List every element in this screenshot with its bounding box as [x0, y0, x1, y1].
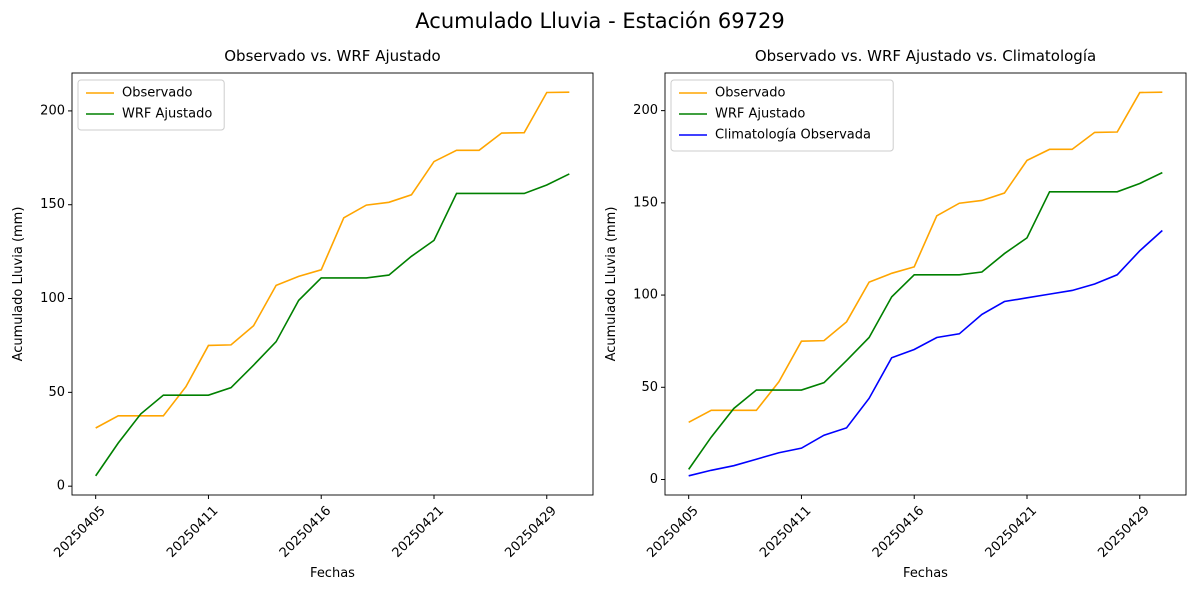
x-tick-label: 20250429	[1095, 503, 1152, 560]
x-axis-label: Fechas	[310, 566, 355, 581]
x-tick-label: 20250405	[51, 503, 108, 560]
y-tick-label: 150	[633, 195, 658, 210]
plot-frame	[664, 72, 1187, 496]
legend-label: Climatología Observada	[715, 128, 871, 143]
legend-label: Observado	[715, 86, 786, 101]
x-axis-label: Fechas	[903, 566, 948, 581]
x-tick-label: 20250421	[983, 503, 1040, 560]
subplot: Observado vs. WRF Ajustado 0 50 100 150 200 20…	[11, 47, 594, 581]
y-tick-label: 0	[650, 472, 658, 487]
y-tick-label: 100	[633, 288, 658, 303]
figure-title: Acumulado Lluvia - Estación 69729	[415, 9, 784, 33]
legend-box	[77, 79, 225, 131]
legend-label: WRF Ajustado	[122, 107, 212, 122]
plot-frame	[71, 72, 594, 496]
x-tick-label: 20250411	[757, 503, 814, 560]
y-axis-label: Acumulado Lluvia (mm)	[11, 207, 26, 362]
y-tick-label: 200	[633, 103, 658, 118]
series-line	[95, 91, 570, 429]
y-tick-label: 200	[40, 103, 65, 118]
legend: Observado WRF Ajustado Climatología Observ…	[670, 79, 894, 152]
x-tick-label: 20250421	[390, 503, 447, 560]
y-tick-label: 50	[48, 385, 65, 400]
legend-label: WRF Ajustado	[715, 107, 805, 122]
legend-box	[670, 79, 894, 152]
series-line	[688, 91, 1163, 424]
x-tick-label: 20250416	[277, 503, 334, 560]
y-axis-label: Acumulado Lluvia (mm)	[604, 207, 619, 362]
x-tick-label: 20250429	[502, 503, 559, 560]
legend-label: Observado	[122, 86, 193, 101]
x-tick-label: 20250416	[870, 503, 927, 560]
y-tick-label: 50	[641, 380, 658, 395]
series-line	[95, 173, 570, 477]
legend: Observado WRF Ajustado	[77, 79, 225, 131]
series-line	[688, 229, 1163, 477]
series-line	[688, 171, 1163, 470]
subplot-title: Observado vs. WRF Ajustado	[224, 47, 440, 65]
x-tick-label: 20250405	[644, 503, 701, 560]
y-tick-label: 150	[40, 197, 65, 212]
y-tick-label: 100	[40, 291, 65, 306]
subplot-title: Observado vs. WRF Ajustado vs. Climatolo…	[755, 47, 1096, 65]
y-tick-label: 0	[57, 479, 65, 494]
x-tick-label: 20250411	[164, 503, 221, 560]
subplot: Observado vs. WRF Ajustado vs. Climatolo…	[604, 47, 1187, 581]
